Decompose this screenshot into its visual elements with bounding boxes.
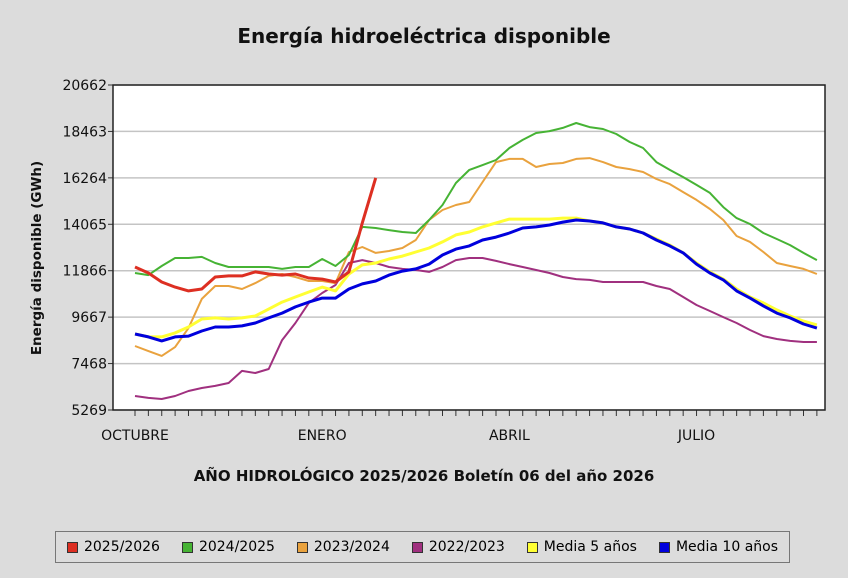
chart-title: Energía hidroeléctrica disponible: [237, 24, 611, 48]
series-line-2024-2025: [134, 122, 818, 277]
legend-item: 2023/2024: [296, 539, 390, 555]
legend-item: Media 5 años: [526, 539, 637, 555]
x-tick-label: JULIO: [677, 428, 715, 444]
series-line-2025-2026: [134, 177, 378, 293]
legend-swatch: [66, 541, 78, 553]
legend-label: 2025/2026: [83, 539, 160, 555]
legend-swatch: [411, 541, 423, 553]
legend-item: 2022/2023: [411, 539, 505, 555]
y-tick-label: 7468: [71, 357, 107, 373]
legend-label: Media 5 años: [543, 539, 637, 555]
y-tick-label: 20662: [62, 78, 107, 94]
y-tick-label: 5269: [71, 403, 107, 419]
legend: 2025/2026 2024/2025 2023/2024 2022/2023 Medi…: [55, 531, 790, 563]
legend-item: 2024/2025: [181, 539, 275, 555]
legend-swatch: [181, 541, 193, 553]
series-line-2023-2024: [134, 157, 818, 357]
legend-label: 2023/2024: [313, 539, 390, 555]
series-line-media-10-a-os: [134, 218, 818, 343]
x-tick-label: OCTUBRE: [101, 428, 169, 444]
legend-label: 2022/2023: [428, 539, 505, 555]
legend-label: Media 10 años: [675, 539, 779, 555]
y-tick-label: 14065: [62, 217, 107, 233]
y-tick-label: 9667: [71, 310, 107, 326]
y-tick-label: 11866: [62, 264, 107, 280]
legend-swatch: [296, 541, 308, 553]
x-tick-label: ABRIL: [489, 428, 530, 444]
x-tick-label: ENERO: [298, 428, 347, 444]
legend-swatch: [658, 541, 670, 553]
y-tick-label: 18463: [62, 124, 107, 140]
y-tick-label: 16264: [62, 171, 107, 187]
series-line-2022-2023: [134, 257, 817, 400]
legend-item: Media 10 años: [658, 539, 779, 555]
legend-label: 2024/2025: [198, 539, 275, 555]
legend-swatch: [526, 541, 538, 553]
plot-border: [112, 84, 826, 411]
x-axis-label: AÑO HIDROLÓGICO 2025/2026 Boletín 06 del…: [193, 467, 655, 485]
legend-item: 2025/2026: [66, 539, 160, 555]
